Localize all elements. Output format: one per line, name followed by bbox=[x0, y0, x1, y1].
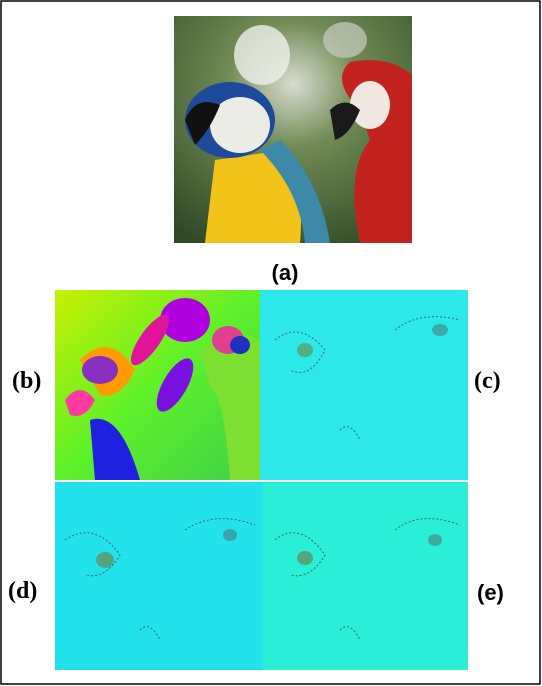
panel-label: (b) bbox=[12, 368, 41, 394]
panel-label: (a) bbox=[272, 260, 299, 285]
page: {"figure": {"panels": [ {"label": "(a)"}… bbox=[0, 0, 542, 686]
figure: (a) (b) (c) bbox=[0, 0, 542, 686]
panel-label: (e) bbox=[477, 580, 504, 605]
image-e bbox=[263, 482, 468, 670]
image-c bbox=[260, 290, 468, 480]
image-b bbox=[55, 290, 260, 480]
panel-label: (d) bbox=[8, 578, 37, 604]
image-a bbox=[174, 16, 412, 243]
image-d bbox=[55, 482, 263, 670]
panel-label: (c) bbox=[474, 368, 501, 394]
